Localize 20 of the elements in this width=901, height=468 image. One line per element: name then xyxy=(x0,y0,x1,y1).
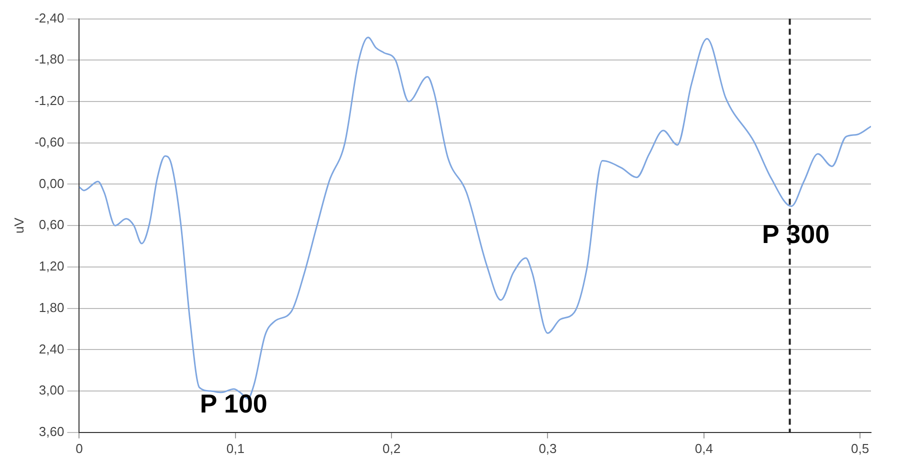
y-tick-label: 0,60 xyxy=(38,217,64,232)
x-tick-label: 0,4 xyxy=(694,440,713,456)
x-tick-label: 0 xyxy=(76,440,83,456)
y-tick-label: 3,60 xyxy=(38,424,64,439)
y-tick-label: -0,60 xyxy=(34,134,64,150)
x-tick-label: 0,1 xyxy=(226,440,244,456)
x-tick-label: 0,5 xyxy=(851,440,870,456)
y-tick-label: 0,00 xyxy=(38,176,64,191)
y-tick-label: 2,40 xyxy=(38,341,64,356)
y-tick-label: -1,20 xyxy=(34,93,64,108)
y-tick-label: 1,20 xyxy=(38,258,64,274)
x-tick-label: 0,2 xyxy=(382,440,401,456)
annotation: P 100 xyxy=(200,388,268,419)
annotation: P 300 xyxy=(762,219,830,250)
x-tick-label: 0,3 xyxy=(538,440,557,456)
y-axis-title: uV xyxy=(11,217,26,234)
y-tick-label: -2,40 xyxy=(34,10,64,26)
y-tick-label: -1,80 xyxy=(34,52,64,67)
y-tick-label: 1,80 xyxy=(38,300,64,315)
y-tick-label: 3,00 xyxy=(38,382,64,398)
